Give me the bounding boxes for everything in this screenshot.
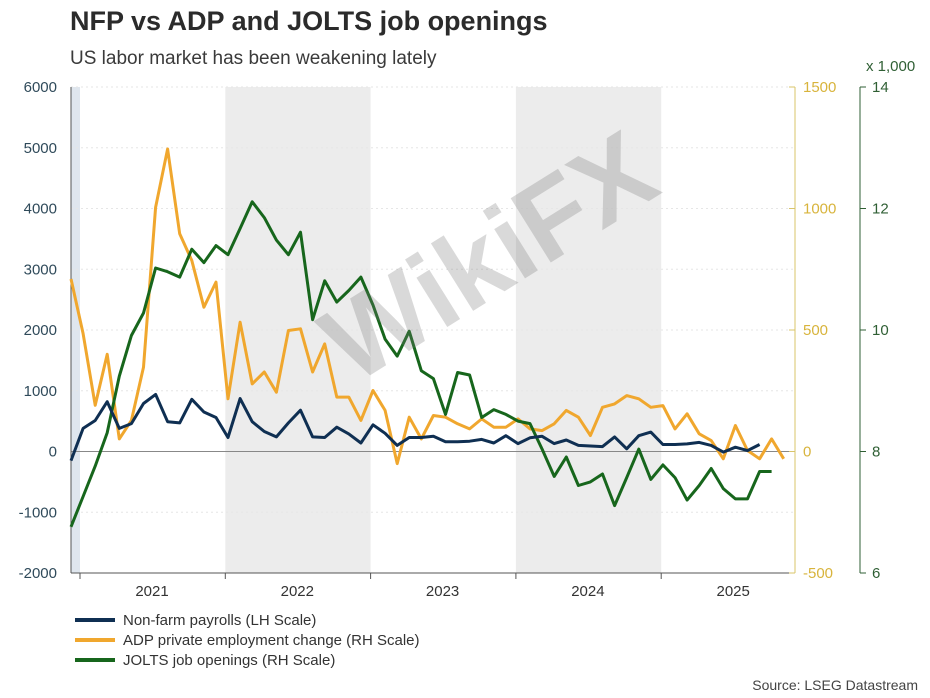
left-axis-tick-label: -1000 bbox=[19, 504, 57, 521]
series-line-jolts bbox=[69, 200, 772, 528]
legend-item-nfp: Non-farm payrolls (LH Scale) bbox=[75, 610, 420, 630]
left-axis-tick-label: -2000 bbox=[19, 565, 57, 582]
right2-axis-tick-label: 12 bbox=[872, 201, 889, 218]
left-axis-tick-label: 0 bbox=[49, 444, 57, 461]
right1-axis-tick-label: 1500 bbox=[803, 79, 836, 96]
left-axis-tick-label: 6000 bbox=[24, 79, 57, 96]
chart-title: NFP vs ADP and JOLTS job openings bbox=[70, 6, 548, 36]
legend-label: JOLTS job openings (RH Scale) bbox=[123, 651, 336, 669]
chart-subtitle: US labor market has been weakening latel… bbox=[70, 48, 437, 69]
legend-label: ADP private employment change (RH Scale) bbox=[123, 631, 420, 649]
series-line-nfp bbox=[69, 392, 761, 462]
left-axis-tick-label: 5000 bbox=[24, 140, 57, 157]
left-axis-tick-label: 1000 bbox=[24, 383, 57, 400]
legend-swatch bbox=[75, 618, 115, 622]
source-note: Source: LSEG Datastream bbox=[752, 677, 918, 693]
x-axis-tick-label: 2024 bbox=[571, 583, 604, 600]
legend-label: Non-farm payrolls (LH Scale) bbox=[123, 611, 317, 629]
x-axis-tick-label: 2023 bbox=[426, 583, 459, 600]
legend-item-jolts: JOLTS job openings (RH Scale) bbox=[75, 650, 420, 670]
legend: Non-farm payrolls (LH Scale) ADP private… bbox=[75, 610, 420, 670]
right1-axis-tick-label: 1000 bbox=[803, 201, 836, 218]
left-axis-tick-label: 3000 bbox=[24, 261, 57, 278]
shaded-year-2020 bbox=[71, 87, 80, 573]
left-axis-tick-label: 4000 bbox=[24, 201, 57, 218]
legend-swatch bbox=[75, 638, 115, 642]
legend-item-adp: ADP private employment change (RH Scale) bbox=[75, 630, 420, 650]
x-axis-tick-label: 2021 bbox=[135, 583, 168, 600]
right1-axis-tick-label: 0 bbox=[803, 444, 811, 461]
right2-axis-tick-label: 8 bbox=[872, 444, 880, 461]
right2-axis-tick-label: 10 bbox=[872, 322, 889, 339]
right2-axis-unit: x 1,000 bbox=[866, 58, 916, 75]
left-axis-tick-label: 2000 bbox=[24, 322, 57, 339]
right2-axis-tick-label: 6 bbox=[872, 565, 880, 582]
legend-swatch bbox=[75, 658, 115, 662]
right1-axis-tick-label: -500 bbox=[803, 565, 833, 582]
right2-axis-tick-label: 14 bbox=[872, 79, 889, 96]
x-axis-tick-label: 2022 bbox=[281, 583, 314, 600]
right1-axis-tick-label: 500 bbox=[803, 322, 828, 339]
x-axis-tick-label: 2025 bbox=[717, 583, 750, 600]
